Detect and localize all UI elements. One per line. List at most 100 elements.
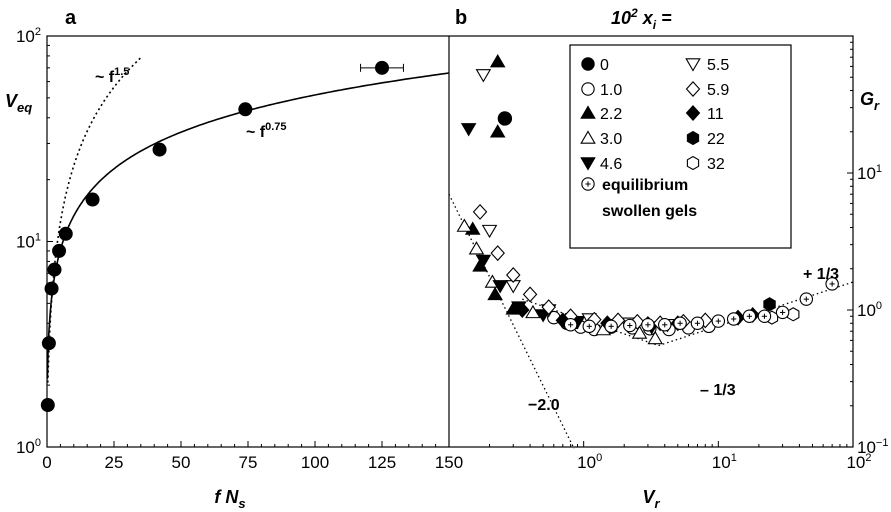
panel-a-point (52, 243, 67, 258)
panel-b-point-diamond-open (522, 286, 538, 303)
panel-a-ytick-label: 100 (16, 437, 41, 457)
panel-a-xtick-label: 150 (435, 453, 463, 472)
panel-b-point-circle-dot (623, 318, 637, 333)
panel-b-point-circle-dot (641, 318, 655, 332)
panel-b-point-circle-dot (604, 319, 618, 334)
panel-b-xlabel: Vr (642, 487, 660, 511)
panel-b-point-triangle-down-filled (460, 123, 477, 137)
panel-b-point-circle-filled (497, 111, 513, 126)
panel-a-point (238, 102, 253, 117)
panel-b-point-circle-dot (775, 305, 790, 320)
panel-b-point-triangle-up-open (468, 241, 485, 255)
panel-b-point-hexagon-filled (763, 297, 776, 312)
legend-title: 102 xi = (611, 6, 672, 32)
panel-b-point-triangle-up-open (631, 325, 648, 339)
panel-a-point (85, 192, 100, 207)
panel-a-ytick-label: 101 (16, 232, 41, 252)
legend-label: equilibrium (602, 177, 688, 194)
panel-b-point-circle-dot (757, 309, 772, 323)
panel-a-point (152, 142, 167, 157)
legend-label: 5.9 (707, 82, 729, 99)
panel-b-point-circle-dot (563, 318, 578, 332)
panel-b-ytick-label: 101 (857, 163, 882, 183)
panel-b-point-circle-dot (825, 277, 839, 291)
legend-label: 22 (707, 131, 725, 148)
panel-b-point-circle-dot (711, 314, 726, 328)
panel-b-point-diamond-open (490, 245, 505, 262)
panel-b-label: b (455, 7, 467, 29)
panel-b-point-diamond-open (541, 299, 556, 316)
panel-b-point-hexagon-open (787, 307, 800, 322)
panel-a-fit-curve (46, 72, 450, 379)
panel-a-xtick-label: 75 (239, 453, 258, 472)
panel-a-xlabel: f Ns (214, 487, 245, 511)
panel-a-dotted-curve (47, 57, 142, 383)
panel-b-ytick-label: 100 (857, 300, 882, 320)
panel-b-point-triangle-up-open (647, 330, 664, 345)
panel-b-slope-label: – 1/3 (700, 382, 736, 399)
panel-a-point (47, 262, 62, 277)
panel-a-label: a (65, 7, 77, 29)
panel-b-point-triangle-up-filled (487, 286, 503, 301)
panel-a-annotation-f075: ~ f0.75 (246, 121, 287, 141)
panel-a-xtick-label: 0 (42, 453, 51, 472)
panel-b-point-circle-dot (690, 316, 705, 331)
legend-label: 4.6 (600, 156, 622, 173)
panel-b-point-circle-dot (658, 318, 672, 332)
panel-a-ytick-label: 102 (16, 26, 41, 46)
panel-b-point-circle-dot (742, 309, 757, 323)
panel-b-point-diamond-open (630, 313, 645, 330)
legend-label: 2.2 (600, 106, 622, 123)
panel-b-ytick-label: 10−1 (857, 437, 888, 457)
panel-b-xtick-label: 101 (712, 452, 737, 472)
panel-a-point (44, 281, 59, 296)
panel-b-point-triangle-up-filled (489, 54, 506, 68)
legend-marker-triangle-down-filled (580, 157, 596, 171)
panel-a-point (41, 336, 56, 351)
panel-b-slope-label: −2.0 (528, 397, 560, 414)
panel-b-point-triangle-up-open (456, 218, 473, 232)
legend-marker-triangle-down-open (685, 58, 701, 72)
legend-marker-diamond-open (685, 81, 701, 97)
panel-b-point-triangle-down-open (481, 224, 498, 239)
panel-b-xtick-label: 100 (577, 452, 602, 472)
panel-a-point (40, 398, 55, 413)
panel-b-point-triangle-down-filled (475, 254, 492, 269)
panel-a-ylabel: Veq (5, 91, 32, 115)
legend-marker-triangle-up-filled (580, 105, 596, 119)
panel-a-point (58, 226, 73, 241)
panel-b-point-circle-dot (673, 316, 687, 331)
panel-a-xtick-label: 25 (105, 453, 124, 472)
legend-label: 5.5 (707, 57, 729, 74)
legend-marker-circle-filled (581, 57, 595, 71)
legend-label: 32 (707, 156, 725, 173)
panel-b-point-circle-dot (582, 319, 596, 334)
legend-label: 11 (707, 106, 724, 123)
panel-a-xtick-label: 125 (368, 453, 396, 472)
legend-label: swollen gels (602, 203, 697, 220)
legend-marker-hexagon-open (686, 155, 700, 171)
legend-marker-diamond-filled (685, 105, 701, 121)
panel-b-point-triangle-down-open (475, 69, 492, 83)
panel-b-point-diamond-open (506, 267, 521, 283)
legend-box (569, 44, 792, 249)
panel-a-xtick-label: 100 (301, 453, 329, 472)
panel-b-point-diamond-open (472, 203, 488, 220)
panel-b-point-diamond-filled (515, 302, 530, 318)
legend-label: 0 (600, 57, 609, 74)
legend-marker-circle-dot (581, 177, 595, 191)
panel-b-xtick-label: 102 (846, 452, 871, 472)
legend-marker-triangle-up-open (580, 130, 596, 144)
legend-label: 3.0 (600, 131, 622, 148)
panel-b-point-circle-dot (726, 312, 741, 326)
legend-label: 1.0 (600, 82, 622, 99)
legend-marker-circle-open (581, 82, 595, 96)
panel-a-annotation-f15: ~ f1.5 (95, 66, 129, 86)
panel-b-point-triangle-up-open (525, 304, 541, 319)
panel-a-point (375, 60, 389, 75)
panel-b-point-triangle-down-filled (492, 280, 508, 294)
panel-a-xtick-label: 50 (172, 453, 191, 472)
legend-marker-hexagon-filled (686, 130, 700, 146)
